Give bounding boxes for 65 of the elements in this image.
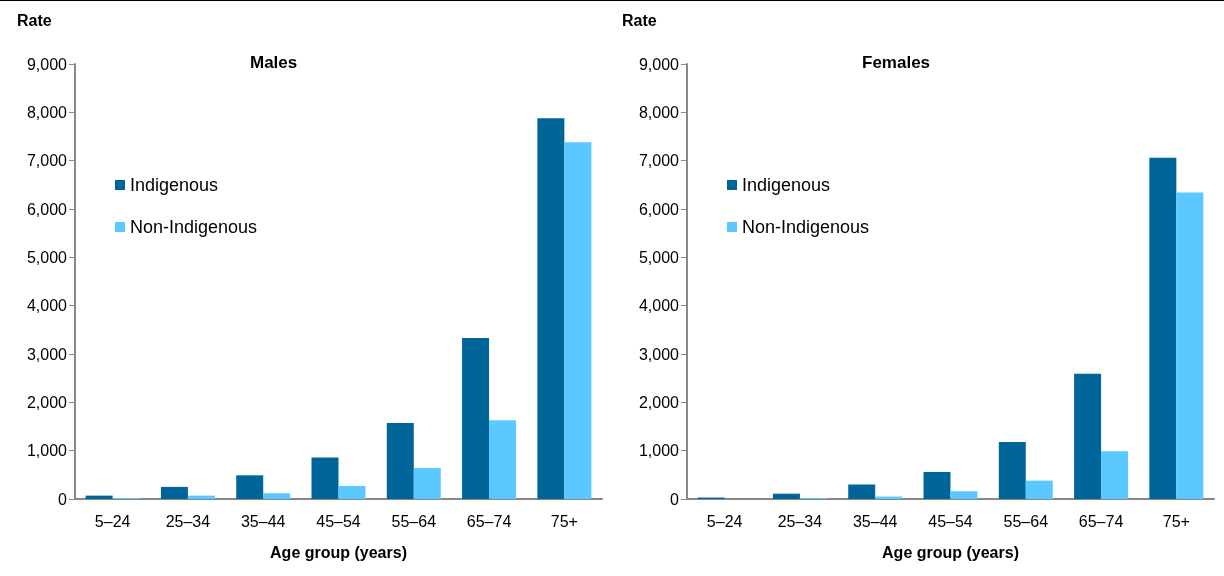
bar: [489, 420, 517, 499]
x-tick-label: 65–74: [1078, 512, 1124, 530]
bar: [413, 468, 441, 499]
y-tick-label: 7,000: [638, 152, 680, 170]
y-tick-label: 8,000: [26, 103, 68, 121]
y-tick-label: 2,000: [638, 393, 680, 411]
y-tick-label: 4,000: [26, 297, 68, 315]
x-tick-label: 45–54: [316, 512, 361, 530]
x-tick-label: 55–64: [1003, 512, 1049, 530]
bar: [338, 485, 366, 499]
x-tick-label: 55–64: [391, 512, 437, 530]
chart-title: Males: [250, 53, 298, 72]
y-tick-label: 3,000: [638, 345, 680, 363]
y-tick-label: 2,000: [26, 393, 68, 411]
bar: [848, 484, 876, 499]
y-tick-label: 7,000: [26, 152, 68, 170]
legend-label: Indigenous: [130, 175, 219, 195]
y-tick-label: 5,000: [26, 248, 68, 266]
legend-label: Non-Indigenous: [742, 217, 870, 237]
x-tick-label: 25–34: [777, 512, 823, 530]
y-axis-title: Rate: [622, 11, 657, 29]
bar: [462, 338, 490, 499]
bar: [998, 441, 1026, 499]
x-tick-label: 65–74: [466, 512, 512, 530]
x-axis-title: Age group (years): [882, 543, 1019, 561]
x-tick-label: 75+: [550, 512, 578, 530]
y-tick-label: 6,000: [26, 200, 68, 218]
x-tick-label: 35–44: [852, 512, 898, 530]
bar: [923, 471, 951, 499]
bar: [311, 457, 339, 499]
y-tick-label: 1,000: [26, 442, 68, 460]
bar: [1074, 373, 1102, 499]
y-tick-label: 3,000: [26, 345, 68, 363]
x-tick-label: 75+: [1162, 512, 1190, 530]
bar: [236, 475, 264, 499]
x-axis-title: Age group (years): [270, 543, 407, 561]
bar: [263, 493, 291, 499]
x-tick-label: 45–54: [928, 512, 973, 530]
legend-label: Indigenous: [742, 175, 831, 195]
y-tick-label: 0: [670, 490, 680, 508]
x-tick-label: 35–44: [240, 512, 286, 530]
x-tick-label: 25–34: [165, 512, 211, 530]
y-tick-label: 1,000: [638, 442, 680, 460]
bar: [537, 118, 565, 499]
y-tick-label: 5,000: [638, 248, 680, 266]
y-tick-label: 6,000: [638, 200, 680, 218]
bar: [564, 142, 592, 499]
y-tick-label: 8,000: [638, 103, 680, 121]
legend-label: Non-Indigenous: [130, 217, 258, 237]
y-tick-label: 0: [58, 490, 68, 508]
x-tick-label: 5–24: [706, 512, 743, 530]
chart-title: Females: [862, 53, 931, 72]
y-tick-label: 4,000: [638, 297, 680, 315]
y-axis-title: Rate: [17, 11, 52, 29]
x-tick-label: 5–24: [94, 512, 131, 530]
bar: [1025, 480, 1053, 499]
bar: [386, 423, 414, 499]
bar: [1149, 157, 1177, 499]
bar: [772, 493, 800, 499]
bar: [950, 491, 978, 499]
y-tick-label: 9,000: [638, 55, 680, 73]
y-tick-label: 9,000: [26, 55, 68, 73]
bar: [1176, 192, 1204, 499]
bar: [160, 486, 188, 499]
bar: [1101, 451, 1129, 499]
